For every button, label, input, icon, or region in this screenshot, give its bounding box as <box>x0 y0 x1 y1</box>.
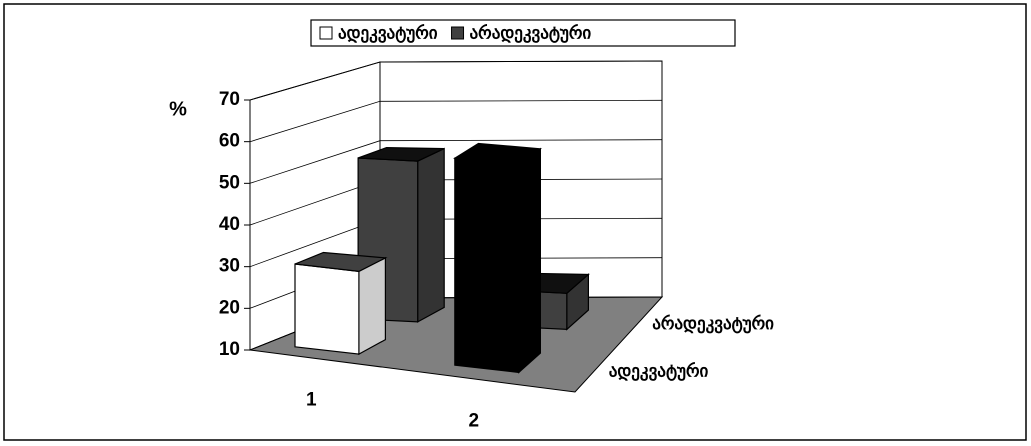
grid-line <box>249 99 663 143</box>
y-tick-label: 60 <box>219 131 240 152</box>
bar-front <box>294 263 360 355</box>
bar-top <box>294 251 388 273</box>
bar <box>294 251 388 356</box>
y-axis-label: % <box>169 98 187 120</box>
legend-box <box>310 19 736 47</box>
grid-line <box>249 60 663 101</box>
bar-side <box>518 147 542 374</box>
legend-label: ადეკვატური <box>338 23 438 43</box>
bar-side <box>417 147 445 323</box>
bar-top <box>357 146 445 162</box>
depth-tick-label: არადეკვატური <box>652 314 774 334</box>
legend-label: არადეკვატური <box>470 23 592 43</box>
y-tick-label: 20 <box>219 297 240 318</box>
bar-front <box>454 157 520 374</box>
legend-swatch <box>319 26 333 40</box>
bar <box>453 142 542 374</box>
bar-side <box>358 256 386 356</box>
y-tick-label: 70 <box>219 89 240 110</box>
legend-swatch <box>451 26 465 40</box>
x-tick-label: 2 <box>468 411 479 432</box>
grid-line <box>249 139 663 184</box>
x-tick-label: 1 <box>306 390 317 411</box>
y-tick-label: 40 <box>219 214 240 235</box>
y-tick-label: 30 <box>219 256 240 277</box>
y-tick-label: 10 <box>219 339 240 360</box>
depth-tick-label: ადეკვატური <box>609 362 709 382</box>
y-tick-label: 50 <box>219 172 240 193</box>
bar-top <box>453 142 542 167</box>
